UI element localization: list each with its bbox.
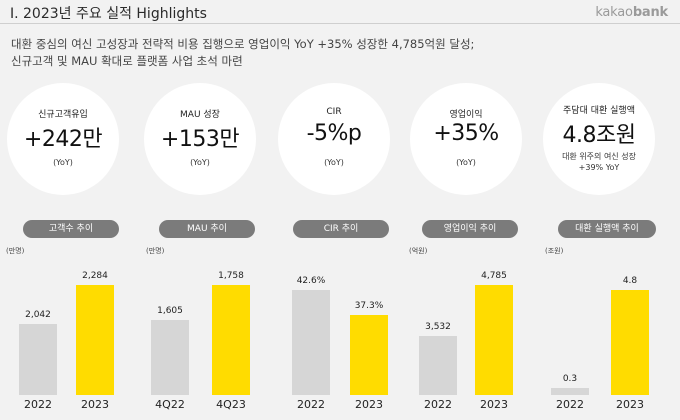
chart-unit: (만명) (146, 247, 165, 255)
kpi-circle-mau: MAU 성장 +153만 (YoY) (144, 83, 256, 195)
x-label-current: 2023 (480, 398, 508, 411)
summary-text: 대환 중심의 여신 고성장과 전략적 비용 집행으로 영업이익 YoY +35%… (11, 36, 651, 70)
bar-current (76, 285, 114, 395)
kpi-note: (YoY) (53, 158, 73, 167)
bar-prior (419, 336, 457, 395)
chart-title-pill: CIR 추이 (293, 220, 389, 238)
x-label-prior: 2022 (24, 398, 52, 411)
x-label-current: 2023 (355, 398, 383, 411)
summary-line-1: 대환 중심의 여신 고성장과 전략적 비용 집행으로 영업이익 YoY +35%… (11, 37, 475, 51)
chart-operating-profit: 영업이익 추이 (억원) 3,532 4,785 2022 2023 (405, 218, 535, 420)
chart-unit: (만명) (6, 247, 25, 255)
kpi-label: CIR (326, 107, 342, 117)
kpi-note: (YoY) (456, 158, 476, 167)
kpi-value: +153만 (160, 127, 240, 152)
kpi-note: 대환 위주의 여신 성장 (562, 152, 636, 161)
chart-customers: 고객수 추이 (만명) 2,042 2,284 2022 2023 (6, 218, 136, 420)
kpi-circle-operating-profit: 영업이익 +35% (YoY) (410, 83, 522, 195)
value-label-prior: 3,532 (425, 322, 451, 333)
value-label-prior: 42.6% (296, 276, 326, 287)
value-label-current: 1,758 (218, 271, 244, 281)
value-label-current: 37.3% (354, 300, 384, 311)
value-label-current: 4,785 (481, 271, 507, 281)
bar-current (212, 285, 250, 395)
brand-logo-light: kakao (595, 5, 633, 20)
bar-current (611, 290, 649, 395)
x-label-current: 2023 (616, 398, 644, 411)
chart-title-pill: 고객수 추이 (23, 220, 119, 238)
value-label-prior: 0.3 (562, 374, 578, 385)
kpi-label: MAU 성장 (180, 110, 220, 120)
value-label-prior: 2,042 (25, 309, 51, 320)
chart-cir: CIR 추이 42.6% 37.3% 2022 2023 (276, 218, 406, 420)
chart-title-pill: 대환 실행액 추이 (558, 220, 656, 238)
kpi-note: (YoY) (324, 158, 344, 167)
bar-prior (151, 320, 189, 395)
kpi-circle-refinance: 주담대 대환 실행액 4.8조원 대환 위주의 여신 성장 +39% YoY (543, 83, 655, 195)
bar-prior (292, 290, 330, 395)
kpi-value: 4.8조원 (562, 123, 636, 148)
x-label-current: 2023 (81, 398, 109, 411)
x-label-prior: 2022 (297, 398, 325, 411)
chart-unit: (억원) (409, 247, 428, 255)
x-label-prior: 2022 (424, 398, 452, 411)
value-label-prior: 1,605 (157, 306, 183, 317)
kpi-note-2: +39% YoY (578, 163, 620, 172)
value-label-current: 4.8 (622, 276, 638, 286)
chart-mau: MAU 추이 (만명) 1,605 1,758 4Q22 4Q23 (142, 218, 272, 420)
value-label-current: 2,284 (82, 271, 108, 281)
brand-logo-bold: bank (632, 5, 668, 20)
kpi-note: (YoY) (190, 158, 210, 167)
x-label-current: 4Q23 (216, 398, 246, 411)
x-label-prior: 4Q22 (155, 398, 185, 411)
kpi-label: 신규고객유입 (38, 110, 88, 120)
kpi-circle-new-customers: 신규고객유입 +242만 (YoY) (7, 83, 119, 195)
bar-prior (551, 388, 589, 395)
bar-current (350, 314, 388, 395)
summary-line-2: 신규고객 및 MAU 확대로 플랫폼 사업 초석 마련 (11, 54, 243, 68)
kpi-label: 영업이익 (449, 110, 483, 120)
brand-logo: kakaobank (595, 5, 668, 20)
chart-title-pill: 영업이익 추이 (422, 220, 518, 238)
kpi-value: +35% (433, 121, 499, 146)
chart-title-pill: MAU 추이 (159, 220, 255, 238)
kpi-value: -5%p (306, 121, 362, 146)
kpi-label: 주담대 대환 실행액 (563, 106, 635, 116)
chart-refinance: 대환 실행액 추이 (조원) 0.3 4.8 2022 2023 (541, 218, 671, 420)
page-title: I. 2023년 주요 실적 Highlights (10, 6, 207, 22)
header: I. 2023년 주요 실적 Highlights kakaobank (0, 0, 680, 24)
kpi-circle-cir: CIR -5%p (YoY) (278, 83, 390, 195)
bar-prior (19, 323, 57, 395)
kpi-value: +242만 (23, 127, 103, 152)
bar-current (475, 285, 513, 395)
x-label-prior: 2022 (556, 398, 584, 411)
chart-unit: (조원) (545, 247, 564, 255)
